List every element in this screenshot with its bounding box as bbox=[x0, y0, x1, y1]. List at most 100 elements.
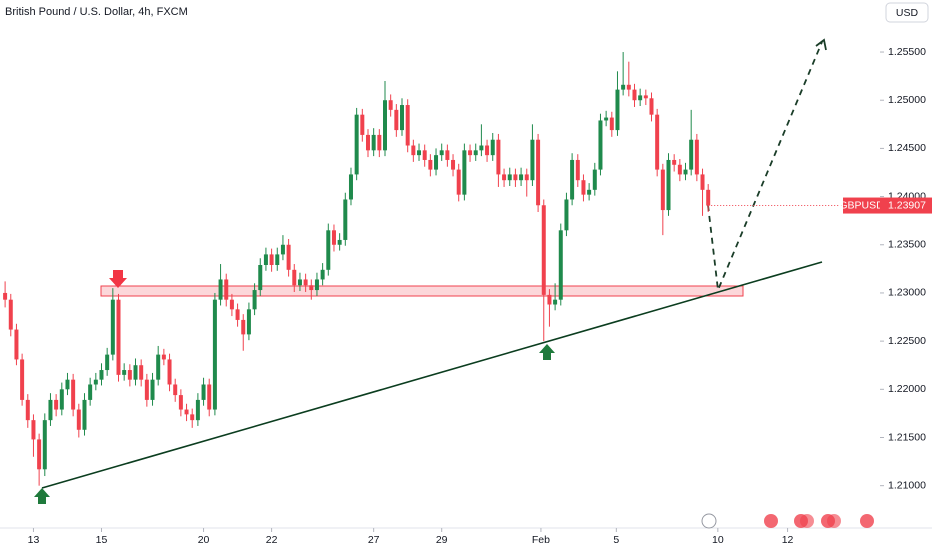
candle-body bbox=[530, 139, 535, 181]
candle-body bbox=[337, 239, 342, 245]
candle-body bbox=[490, 139, 495, 156]
candle-body bbox=[694, 139, 699, 175]
candle-body bbox=[241, 319, 246, 335]
candle-body bbox=[434, 155, 439, 170]
currency-label[interactable]: USD bbox=[896, 7, 919, 19]
candle-body bbox=[371, 134, 376, 151]
y-tick-label: 1.21000 bbox=[888, 479, 926, 491]
candle-body bbox=[570, 159, 575, 200]
candle-body bbox=[422, 150, 427, 160]
up-arrow bbox=[539, 344, 555, 360]
candle-body bbox=[502, 174, 507, 181]
candle-body bbox=[161, 354, 166, 360]
candle-body bbox=[660, 169, 665, 211]
candle-body bbox=[150, 379, 155, 400]
candle-body bbox=[655, 114, 660, 170]
candle-body bbox=[343, 199, 348, 240]
event-icon[interactable] bbox=[800, 514, 814, 528]
candle-body bbox=[547, 294, 552, 305]
candle-body bbox=[122, 370, 127, 375]
y-tick-label: 1.25500 bbox=[888, 46, 926, 58]
candle-body bbox=[638, 95, 643, 101]
candle-body bbox=[445, 150, 450, 160]
candle-body bbox=[496, 139, 501, 175]
candle-body bbox=[246, 309, 251, 335]
candle-body bbox=[167, 359, 172, 385]
candle-body bbox=[105, 354, 110, 371]
candle-body bbox=[173, 384, 178, 396]
candle-body bbox=[643, 95, 648, 99]
candle-body bbox=[553, 299, 558, 305]
candle-body bbox=[156, 354, 161, 380]
candle-body bbox=[609, 117, 614, 131]
candle-body bbox=[218, 279, 223, 300]
candle-body bbox=[581, 180, 586, 195]
candle-body bbox=[536, 139, 541, 206]
candle-body bbox=[224, 279, 229, 300]
candle-body bbox=[331, 230, 336, 245]
candle-body bbox=[621, 84, 626, 90]
candle-body bbox=[59, 389, 64, 410]
candle-body bbox=[689, 139, 694, 170]
chart-title: British Pound / U.S. Dollar, 4h, FXCM bbox=[5, 6, 188, 18]
candle-body bbox=[82, 399, 87, 430]
candle-body bbox=[71, 379, 76, 410]
candle-body bbox=[65, 379, 70, 390]
candle-body bbox=[14, 329, 19, 360]
candle-body bbox=[297, 279, 302, 286]
candle-body bbox=[184, 409, 189, 415]
candle-body bbox=[513, 174, 518, 181]
candle-body bbox=[286, 244, 291, 270]
candle-body bbox=[314, 279, 319, 291]
candle-body bbox=[326, 230, 331, 270]
candle-body bbox=[400, 105, 405, 131]
candle-body bbox=[388, 100, 393, 110]
event-icon[interactable] bbox=[764, 514, 778, 528]
candle-body bbox=[133, 365, 138, 380]
candle-body bbox=[451, 159, 456, 170]
candle-body bbox=[377, 134, 382, 151]
candle-body bbox=[20, 359, 25, 400]
candle-body bbox=[598, 120, 603, 170]
candle-body bbox=[139, 365, 144, 380]
candle-body bbox=[575, 159, 580, 181]
candle-body bbox=[110, 299, 115, 355]
candle-body bbox=[519, 174, 524, 181]
candle-body bbox=[8, 299, 13, 330]
candle-body bbox=[649, 98, 654, 115]
candle-body bbox=[666, 159, 671, 211]
candle-body bbox=[524, 174, 529, 181]
y-tick-label: 1.25000 bbox=[888, 94, 926, 106]
candle-body bbox=[37, 439, 42, 470]
candle-body bbox=[456, 169, 461, 195]
candle-body bbox=[592, 169, 597, 190]
candle-body bbox=[263, 254, 268, 265]
candle-body bbox=[54, 399, 59, 410]
x-tick-label: Feb bbox=[532, 534, 550, 546]
event-icon[interactable] bbox=[860, 514, 874, 528]
candle-body bbox=[320, 269, 325, 280]
candle-body bbox=[3, 292, 8, 300]
trend-line bbox=[41, 261, 823, 489]
y-tick-label: 1.22000 bbox=[888, 383, 926, 395]
support-zone bbox=[100, 285, 744, 297]
candle-body bbox=[405, 105, 410, 146]
candle-body bbox=[507, 174, 512, 181]
candle-body bbox=[411, 145, 416, 156]
y-tick-label: 1.21500 bbox=[888, 431, 926, 443]
event-icon[interactable] bbox=[701, 513, 717, 529]
y-tick-label: 1.24500 bbox=[888, 142, 926, 154]
candle-body bbox=[677, 164, 682, 175]
symbol-label: GBPUSD bbox=[839, 199, 884, 211]
candle-body bbox=[88, 384, 93, 400]
price-label: 1.23907 bbox=[888, 199, 926, 211]
candle-body bbox=[417, 150, 422, 156]
event-icon[interactable] bbox=[827, 514, 841, 528]
candle-body bbox=[292, 269, 297, 286]
candle-body bbox=[201, 384, 206, 400]
candle-body bbox=[280, 244, 285, 255]
x-tick-label: 15 bbox=[96, 534, 108, 546]
currency-button[interactable] bbox=[885, 2, 929, 23]
